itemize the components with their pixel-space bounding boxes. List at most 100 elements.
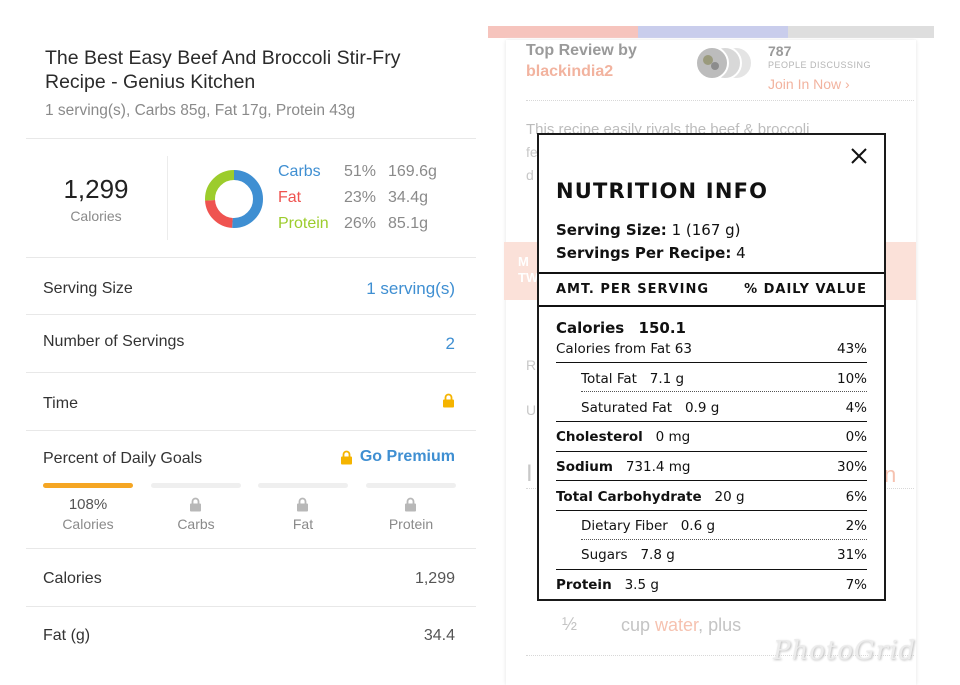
calories-from-fat-dv: 43% <box>836 341 867 357</box>
ingredient-unit: cup <box>621 615 656 635</box>
lock-icon <box>405 497 416 512</box>
top-review-label: Top Review by <box>526 42 637 59</box>
lock-icon <box>297 497 308 512</box>
nutrient-saturated-fat: Saturated Fat 0.9 g <box>581 400 719 416</box>
goal-bar-fat <box>258 483 348 488</box>
ingredient-line: cup water, plus <box>621 615 741 636</box>
nutrient-dv: 2% <box>845 518 867 534</box>
macro-name: Carbs <box>278 163 321 180</box>
goal-bar-carbs <box>151 483 241 488</box>
nutrient-amount: 20 g <box>714 489 745 505</box>
lock-icon <box>341 450 352 465</box>
divider <box>26 372 476 373</box>
text-fragment: I <box>526 460 533 487</box>
nutrient-amount: 0 mg <box>655 429 691 445</box>
goal-label-calories: Calories <box>62 516 114 532</box>
calories-label: Calories <box>556 319 625 337</box>
photogrid-watermark: PhotoGrid <box>773 636 917 666</box>
servings-per-recipe-value: 4 <box>736 244 746 262</box>
nav-stripe <box>638 26 788 38</box>
nutrient-protein: Protein 3.5 g <box>556 577 659 593</box>
calories-value: 150.1 <box>638 319 686 337</box>
recipe-summary: 1 serving(s), Carbs 85g, Fat 17g, Protei… <box>45 102 356 119</box>
macro-name: Protein <box>278 215 329 232</box>
amount-per-serving-header: AMT. PER SERVING <box>556 282 710 297</box>
serving-size-selector[interactable]: 1 serving(s) <box>366 279 455 298</box>
serving-size-label: Serving Size <box>43 280 133 297</box>
divider <box>556 421 867 422</box>
nutrient-total-carbohydrate: Total Carbohydrate 20 g <box>556 489 745 505</box>
daily-value-header: % DAILY VALUE <box>744 282 867 297</box>
nutrient-dv: 6% <box>845 489 867 505</box>
nutrient-name: Total Carbohydrate <box>556 489 702 505</box>
macro-grams: 169.6g <box>388 163 437 180</box>
macro-percent: 26% <box>344 215 377 232</box>
nutrient-name: Cholesterol <box>556 429 643 445</box>
divider <box>581 539 867 540</box>
divider <box>539 272 884 274</box>
divider <box>26 606 476 607</box>
macro-grams: 85.1g <box>388 215 429 232</box>
divider <box>556 480 867 481</box>
calories-row-value: 1,299 <box>414 570 455 587</box>
go-premium-link[interactable]: Go Premium <box>359 448 455 465</box>
goal-label-fat: Fat <box>292 516 314 532</box>
review-username-link[interactable]: blackindia2 <box>526 63 614 80</box>
nutrient-name: Sugars <box>581 547 628 563</box>
text-fragment: n <box>884 462 897 487</box>
calories-from-fat: Calories from Fat 63 <box>556 341 692 357</box>
servings-selector[interactable]: 2 <box>445 334 455 353</box>
nutrient-dietary-fiber: Dietary Fiber 0.6 g <box>581 518 715 534</box>
daily-goals-label: Percent of Daily Goals <box>43 450 203 467</box>
text-fragment: R <box>526 357 537 373</box>
serving-size-line: Serving Size: 1 (167 g) <box>556 221 741 239</box>
nutrient-cholesterol: Cholesterol 0 mg <box>556 429 690 445</box>
people-discussing-label: PEOPLE DISCUSSING <box>768 60 872 70</box>
ingredient-quantity: ½ <box>562 614 578 634</box>
nutrient-name: Dietary Fiber <box>581 518 668 534</box>
nutrient-total-fat: Total Fat 7.1 g <box>581 371 684 387</box>
time-label: Time <box>43 395 78 412</box>
nutrient-name: Saturated Fat <box>581 400 673 416</box>
divider <box>26 138 476 139</box>
recipe-title: The Best Easy Beef And Broccoli Stir-Fry… <box>45 47 401 93</box>
nav-stripe <box>488 26 638 38</box>
servings-label: Number of Servings <box>43 333 185 350</box>
nutrient-dv: 4% <box>845 400 867 416</box>
macro-percent: 23% <box>344 189 377 206</box>
divider <box>526 655 914 656</box>
goal-value-calories: 108% <box>68 496 108 513</box>
close-icon[interactable] <box>848 145 870 167</box>
divider <box>556 510 867 511</box>
nav-stripe <box>788 26 934 38</box>
lock-icon[interactable] <box>442 393 455 408</box>
banner-text: TW <box>518 270 539 285</box>
goal-label-carbs: Carbs <box>177 516 215 532</box>
nutrient-dv: 7% <box>845 577 867 593</box>
macro-grams: 34.4g <box>388 189 429 206</box>
goal-bar-calories <box>43 483 133 488</box>
servings-per-recipe-label: Servings Per Recipe: <box>556 244 732 262</box>
join-in-link[interactable]: Join In Now › <box>768 76 850 92</box>
join-in-label: Join In Now <box>768 76 842 92</box>
avatar-group <box>695 46 753 80</box>
nutrient-amount: 7.1 g <box>649 371 685 387</box>
fat-row-value: 34.4 <box>423 627 455 644</box>
macro-name: Fat <box>278 189 302 206</box>
macro-percent: 51% <box>344 163 377 180</box>
divider <box>167 156 168 240</box>
nutrient-amount: 0.9 g <box>684 400 720 416</box>
modal-title: NUTRITION INFO <box>556 179 769 203</box>
nutrient-sodium: Sodium 731.4 mg <box>556 459 691 475</box>
text-fragment: U <box>526 402 537 418</box>
divider <box>26 257 476 258</box>
nutrient-dv: 30% <box>836 459 867 475</box>
nutrient-amount: 3.5 g <box>624 577 659 593</box>
macro-donut-chart <box>205 170 263 228</box>
nutrient-name: Protein <box>556 577 612 593</box>
ingredient-link[interactable]: water <box>655 615 699 635</box>
nutrient-amount: 731.4 mg <box>625 459 691 475</box>
ingredient-note: , plus <box>698 615 742 635</box>
nutrient-dv: 0% <box>845 429 867 445</box>
nutrient-dv: 10% <box>836 371 867 387</box>
